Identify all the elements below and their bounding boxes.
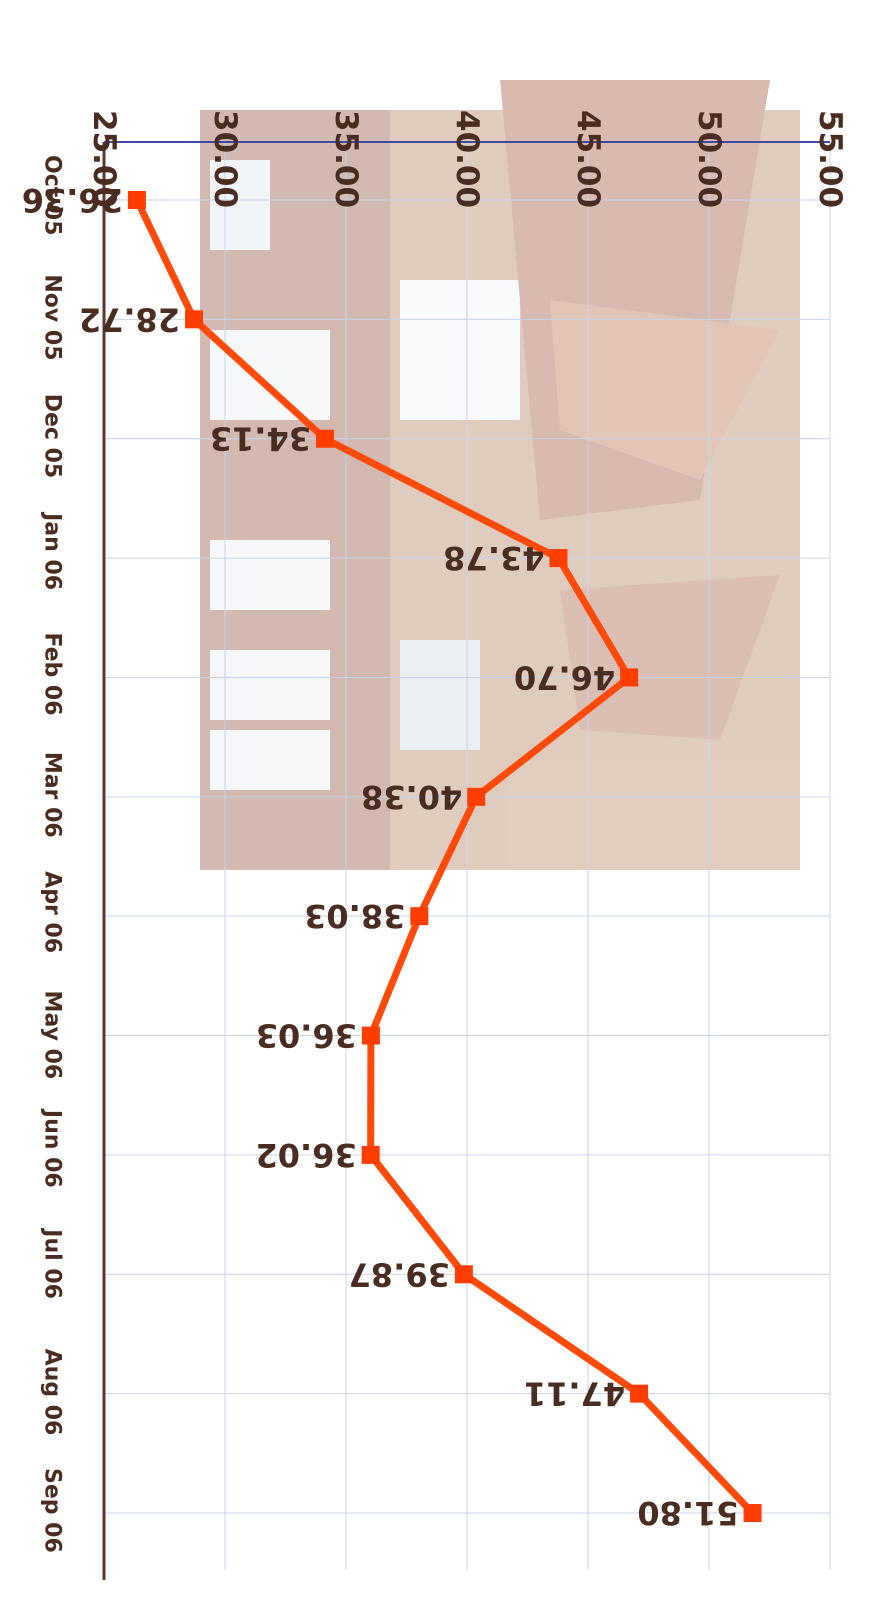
y-tick-labels: 25.00 30.00 35.00 40.00 45.00 50.00 55.00 bbox=[86, 110, 848, 208]
background-photo bbox=[200, 80, 800, 870]
data-label: 43.78 bbox=[443, 539, 544, 577]
data-label: 36.02 bbox=[255, 1136, 356, 1174]
data-label: 39.87 bbox=[349, 1255, 450, 1293]
markers bbox=[127, 191, 762, 1522]
x-tick-label: Dec 05 bbox=[40, 394, 65, 479]
x-tick-label: Jul 06 bbox=[40, 1227, 65, 1299]
x-tick-label: Jan 06 bbox=[40, 511, 65, 590]
y-tick-label: 55.00 bbox=[812, 110, 848, 208]
x-tick-label: Sep 06 bbox=[40, 1468, 65, 1553]
y-tick-label: 25.00 bbox=[86, 110, 122, 208]
y-tick-label: 35.00 bbox=[328, 110, 364, 208]
data-point-marker bbox=[185, 310, 204, 329]
x-tick-label: Feb 06 bbox=[40, 632, 65, 715]
data-point-marker bbox=[127, 191, 146, 209]
data-point-marker bbox=[315, 429, 334, 448]
data-label: 28.72 bbox=[79, 300, 180, 338]
data-point-marker bbox=[630, 1384, 649, 1403]
data-label: 38.03 bbox=[304, 897, 405, 935]
gridlines bbox=[104, 142, 831, 1570]
data-point-marker bbox=[361, 1145, 380, 1164]
data-label: 47.11 bbox=[524, 1375, 625, 1413]
x-tick-label: Jun 06 bbox=[40, 1108, 65, 1188]
x-tick-label: Apr 06 bbox=[40, 871, 65, 953]
y-tick-label: 50.00 bbox=[691, 110, 727, 208]
data-point-marker bbox=[467, 787, 486, 806]
data-point-marker bbox=[454, 1265, 473, 1284]
x-tick-label: Oct 05 bbox=[40, 155, 65, 236]
series-polyline bbox=[133, 196, 757, 1517]
data-label: 40.38 bbox=[361, 778, 462, 816]
data-point-marker bbox=[743, 1504, 762, 1522]
data-labels: 26.36 28.72 34.13 43.78 46.70 40.38 38.03 36.03… bbox=[22, 181, 739, 1532]
x-tick-label: Nov 05 bbox=[40, 274, 65, 360]
y-tick-label: 45.00 bbox=[570, 110, 606, 208]
data-point-marker bbox=[620, 668, 639, 687]
data-label: 46.70 bbox=[514, 658, 615, 696]
axes bbox=[102, 141, 830, 1580]
x-tick-label: May 06 bbox=[40, 991, 65, 1080]
data-label: 26.36 bbox=[22, 181, 123, 219]
x-tick-label: Aug 06 bbox=[40, 1349, 65, 1436]
data-label: 36.03 bbox=[256, 1017, 357, 1055]
data-point-marker bbox=[410, 907, 429, 926]
data-point-marker bbox=[549, 549, 568, 568]
data-label: 51.80 bbox=[637, 1494, 738, 1532]
series-line bbox=[133, 196, 757, 1517]
data-point-marker bbox=[361, 1026, 380, 1045]
x-tick-labels: Oct 05 Nov 05 Dec 05 Jan 06 Feb 06 Mar 06 Apr … bbox=[40, 155, 65, 1553]
data-label: 34.13 bbox=[210, 420, 311, 458]
x-tick-label: Mar 06 bbox=[40, 752, 65, 838]
y-tick-label: 30.00 bbox=[207, 110, 243, 208]
y-tick-label: 40.00 bbox=[449, 110, 485, 208]
